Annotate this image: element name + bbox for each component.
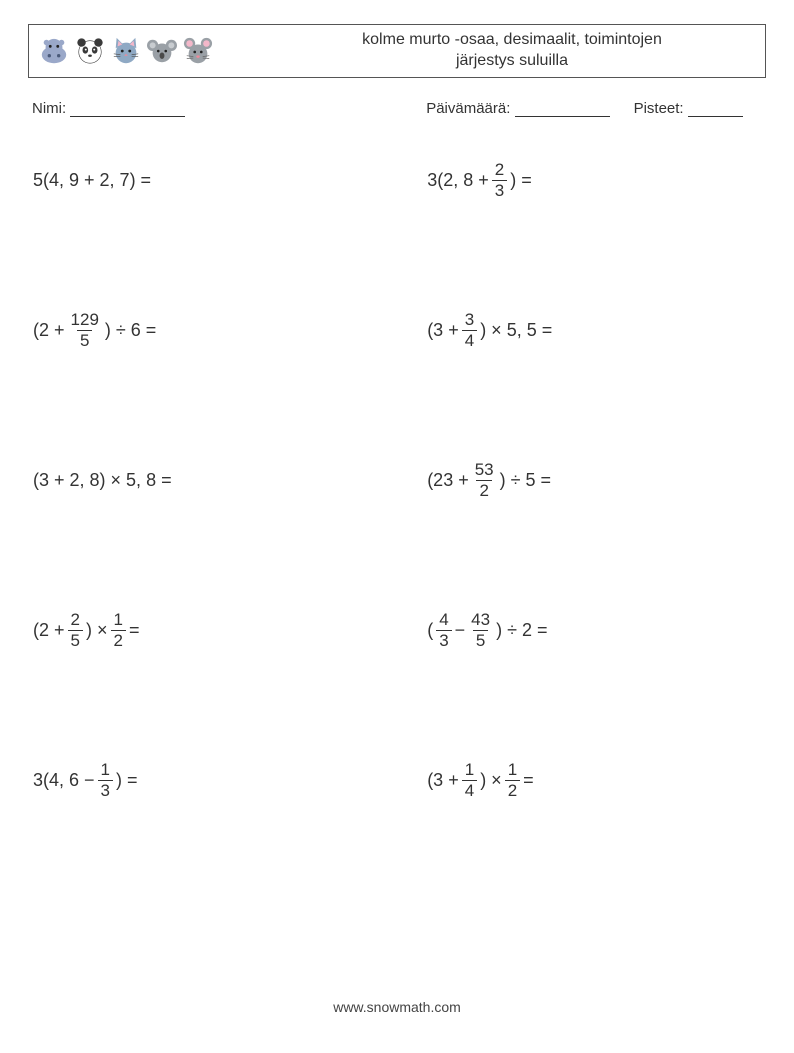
- expr-text: (3 +: [426, 770, 460, 791]
- fraction: 13: [98, 761, 113, 800]
- name-field: Nimi:: [32, 100, 426, 117]
- expr-text: (3 + 2, 8) × 5, 8 =: [32, 470, 173, 491]
- problem-left: (2 + 25) × 12 =: [32, 609, 426, 651]
- fraction: 25: [68, 611, 83, 650]
- problem-row: 3(4, 6 − 13) =(3 + 14) × 12 =: [32, 759, 762, 909]
- fraction: 34: [462, 311, 477, 350]
- expr-text: =: [128, 620, 141, 641]
- expr-text: ) ÷ 2 =: [495, 620, 548, 641]
- fraction-denominator: 2: [505, 780, 520, 800]
- expr-text: (23 +: [426, 470, 470, 491]
- fraction-denominator: 3: [98, 780, 113, 800]
- fraction-numerator: 43: [468, 611, 493, 630]
- expr-text: 3(2, 8 +: [426, 170, 490, 191]
- fraction-numerator: 4: [436, 611, 451, 630]
- expr-text: ) =: [509, 170, 533, 191]
- fraction-numerator: 3: [462, 311, 477, 330]
- fraction-denominator: 5: [77, 330, 92, 350]
- fraction: 532: [472, 461, 497, 500]
- fraction: 12: [505, 761, 520, 800]
- worksheet-header: kolme murto -osaa, desimaalit, toimintoj…: [28, 24, 766, 78]
- expr-text: (2 +: [32, 620, 66, 641]
- fraction-numerator: 2: [68, 611, 83, 630]
- fraction: 43: [436, 611, 451, 650]
- expr-text: (3 +: [426, 320, 460, 341]
- problem-right: (3 + 34) × 5, 5 =: [426, 309, 762, 351]
- mouse-icon: [183, 36, 213, 66]
- problem-right: (23 + 532) ÷ 5 =: [426, 459, 762, 501]
- expr-text: ) ÷ 5 =: [499, 470, 552, 491]
- problem-row: (2 + 25) × 12 =(43 − 435) ÷ 2 =: [32, 609, 762, 759]
- fraction-denominator: 5: [68, 630, 83, 650]
- expr-text: =: [522, 770, 535, 791]
- koala-icon: [147, 36, 177, 66]
- fraction-denominator: 4: [462, 330, 477, 350]
- expr-text: ) ÷ 6 =: [104, 320, 157, 341]
- problem-left: 5(4, 9 + 2, 7) =: [32, 159, 426, 201]
- expr-text: 5(4, 9 + 2, 7) =: [32, 170, 152, 191]
- fraction-denominator: 5: [473, 630, 488, 650]
- fraction-numerator: 129: [68, 311, 102, 330]
- problem-right: (43 − 435) ÷ 2 =: [426, 609, 762, 651]
- expr-text: ) =: [115, 770, 139, 791]
- footer-url: www.snowmath.com: [0, 999, 794, 1015]
- fraction: 14: [462, 761, 477, 800]
- fraction: 435: [468, 611, 493, 650]
- problems-grid: 5(4, 9 + 2, 7) =3(2, 8 + 23) =(2 + 1295)…: [28, 159, 766, 909]
- fraction-numerator: 2: [492, 161, 507, 180]
- worksheet-title: kolme murto -osaa, desimaalit, toimintoj…: [213, 30, 755, 72]
- problem-row: (2 + 1295) ÷ 6 =(3 + 34) × 5, 5 =: [32, 309, 762, 459]
- fraction-denominator: 3: [436, 630, 451, 650]
- fraction-denominator: 3: [492, 180, 507, 200]
- hippo-icon: [39, 36, 69, 66]
- score-label: Pisteet:: [634, 100, 684, 117]
- expr-text: 3(4, 6 −: [32, 770, 96, 791]
- name-label: Nimi:: [32, 100, 66, 117]
- problem-left: (2 + 1295) ÷ 6 =: [32, 309, 426, 351]
- score-field: Pisteet:: [634, 100, 743, 117]
- fraction: 23: [492, 161, 507, 200]
- expr-text: (2 +: [32, 320, 66, 341]
- date-field: Päivämäärä:: [426, 100, 609, 117]
- info-row: Nimi: Päivämäärä: Pisteet:: [28, 100, 766, 117]
- fraction-denominator: 4: [462, 780, 477, 800]
- fraction-numerator: 1: [111, 611, 126, 630]
- animal-icons: [39, 36, 213, 66]
- fraction-denominator: 2: [111, 630, 126, 650]
- problem-left: 3(4, 6 − 13) =: [32, 759, 426, 801]
- date-label: Päivämäärä:: [426, 100, 510, 117]
- problem-right: (3 + 14) × 12 =: [426, 759, 762, 801]
- expr-text: (: [426, 620, 434, 641]
- panda-icon: [75, 36, 105, 66]
- fraction-numerator: 1: [462, 761, 477, 780]
- title-line-1: kolme murto -osaa, desimaalit, toimintoj…: [362, 31, 662, 48]
- problem-row: (3 + 2, 8) × 5, 8 =(23 + 532) ÷ 5 =: [32, 459, 762, 609]
- fraction: 1295: [68, 311, 102, 350]
- title-line-2: järjestys suluilla: [456, 52, 568, 69]
- cat-icon: [111, 36, 141, 66]
- fraction-numerator: 1: [505, 761, 520, 780]
- date-blank[interactable]: [515, 103, 610, 117]
- expr-text: −: [454, 620, 467, 641]
- problem-right: 3(2, 8 + 23) =: [426, 159, 762, 201]
- problem-row: 5(4, 9 + 2, 7) = 3(2, 8 + 23) =: [32, 159, 762, 309]
- expr-text: ) × 5, 5 =: [479, 320, 553, 341]
- expr-text: ) ×: [479, 770, 503, 791]
- fraction-numerator: 53: [472, 461, 497, 480]
- score-blank[interactable]: [688, 103, 743, 117]
- fraction-numerator: 1: [98, 761, 113, 780]
- expr-text: ) ×: [85, 620, 109, 641]
- name-blank[interactable]: [70, 103, 185, 117]
- fraction-denominator: 2: [476, 480, 491, 500]
- fraction: 12: [111, 611, 126, 650]
- problem-left: (3 + 2, 8) × 5, 8 =: [32, 459, 426, 501]
